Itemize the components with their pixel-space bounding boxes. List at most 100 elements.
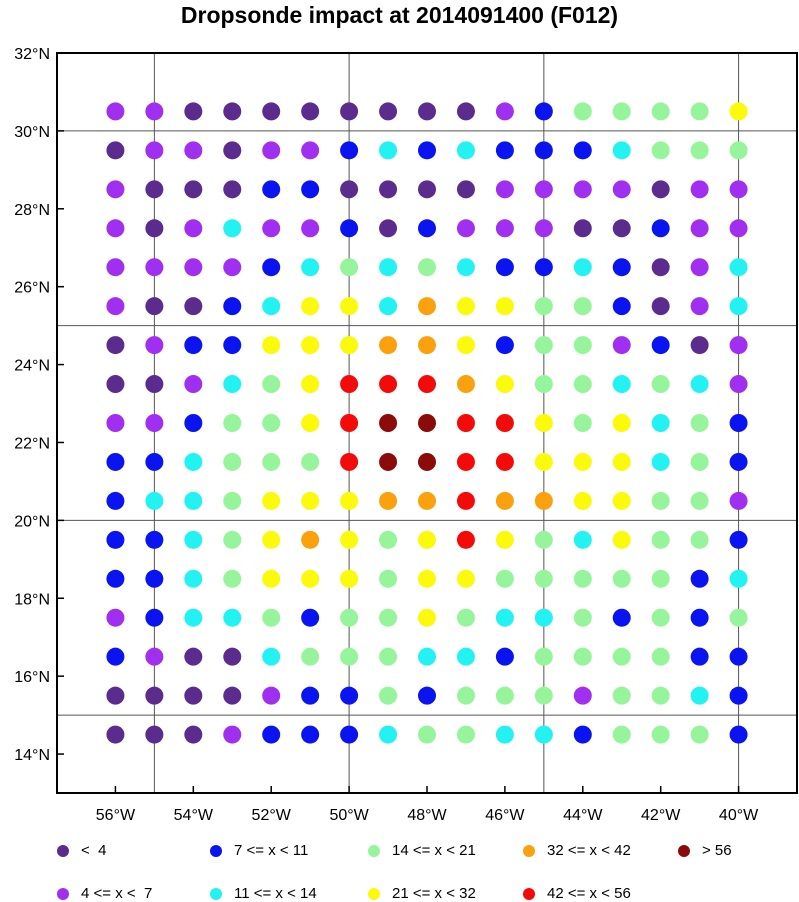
data-point: [729, 608, 748, 627]
data-point: [301, 219, 320, 238]
data-point: [106, 180, 125, 199]
data-point: [301, 608, 320, 627]
data-point: [145, 141, 164, 160]
data-point: [184, 569, 203, 588]
data-point: [106, 102, 125, 121]
data-point: [223, 375, 242, 394]
data-point: [418, 180, 436, 199]
data-point: [301, 180, 320, 199]
data-point: [651, 647, 670, 666]
data-point: [145, 647, 164, 666]
data-point: [223, 414, 242, 432]
x-tick-label: 40°W: [719, 807, 759, 824]
data-point: [301, 647, 320, 666]
data-point: [573, 297, 592, 316]
data-point: [184, 452, 203, 471]
data-point: [729, 375, 748, 394]
data-point: [612, 569, 631, 588]
data-point: [379, 686, 398, 705]
data-point: [106, 686, 125, 705]
data-point: [301, 452, 320, 471]
data-point: [534, 530, 553, 549]
data-point: [301, 569, 320, 588]
data-point: [573, 336, 592, 355]
data-point: [495, 258, 514, 277]
data-point: [379, 452, 398, 471]
x-tick-label: 54°W: [174, 807, 214, 824]
data-point: [456, 297, 475, 316]
data-point: [612, 686, 631, 705]
data-point: [223, 297, 242, 316]
data-point: [379, 102, 398, 121]
data-point: [262, 530, 281, 549]
data-point: [223, 180, 242, 199]
data-point: [456, 452, 475, 471]
data-point: [729, 530, 748, 549]
data-point: [573, 414, 592, 432]
data-point: [612, 219, 631, 238]
data-point: [534, 569, 553, 588]
data-point: [106, 530, 125, 549]
data-point: [534, 141, 553, 160]
data-point: [223, 686, 242, 705]
data-point: [651, 336, 670, 355]
data-point: [612, 102, 631, 121]
data-point: [145, 414, 164, 432]
data-point: [340, 141, 359, 160]
data-point: [690, 686, 709, 705]
data-point: [612, 180, 631, 199]
data-point: [573, 375, 592, 394]
data-point: [456, 569, 475, 588]
data-point: [184, 375, 203, 394]
data-point: [340, 452, 359, 471]
data-point: [223, 141, 242, 160]
data-point: [573, 180, 592, 199]
data-point: [573, 258, 592, 277]
data-point: [418, 414, 436, 432]
x-tick-label: 46°W: [485, 807, 525, 824]
data-point: [456, 686, 475, 705]
data-point: [534, 608, 553, 627]
data-point: [106, 297, 125, 316]
data-point: [262, 725, 281, 744]
data-point: [456, 102, 475, 121]
data-point: [456, 608, 475, 627]
data-point: [184, 180, 203, 199]
data-point: [184, 141, 203, 160]
data-point: [379, 297, 398, 316]
data-point: [495, 375, 514, 394]
data-point: [573, 725, 592, 744]
data-point: [223, 336, 242, 355]
data-point: [534, 647, 553, 666]
data-point: [184, 647, 203, 666]
data-point: [145, 686, 164, 705]
data-point: [145, 452, 164, 471]
x-tick-label: 56°W: [96, 807, 136, 824]
data-point: [418, 297, 436, 316]
data-point: [301, 258, 320, 277]
data-point: [729, 297, 748, 316]
data-point: [301, 725, 320, 744]
data-point: [340, 647, 359, 666]
data-point: [340, 491, 359, 510]
data-point: [573, 219, 592, 238]
data-point: [651, 725, 670, 744]
data-point: [456, 219, 475, 238]
data-point: [729, 414, 748, 432]
data-point: [106, 258, 125, 277]
data-point: [573, 530, 592, 549]
data-point: [301, 414, 320, 432]
data-point: [534, 725, 553, 744]
data-point: [106, 375, 125, 394]
data-point: [651, 141, 670, 160]
data-point: [690, 219, 709, 238]
data-point: [145, 530, 164, 549]
data-point: [106, 452, 125, 471]
data-point: [456, 647, 475, 666]
data-point: [418, 141, 436, 160]
data-point: [262, 414, 281, 432]
data-point: [534, 180, 553, 199]
data-point: [184, 336, 203, 355]
data-point: [690, 491, 709, 510]
data-point: [262, 336, 281, 355]
